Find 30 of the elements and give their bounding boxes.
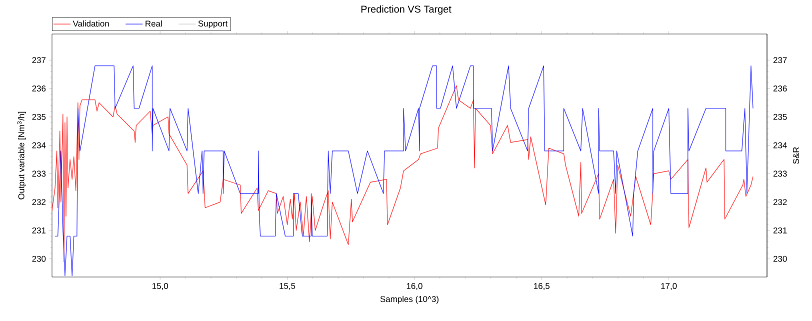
legend-label: Support bbox=[198, 20, 228, 28]
y2-tick-label: 233 bbox=[773, 170, 787, 177]
line-series bbox=[52, 85, 754, 262]
chart-title: Prediction VS Target bbox=[361, 5, 452, 15]
x-tick-label: 16,5 bbox=[534, 283, 550, 290]
y2-tick-label: 237 bbox=[773, 57, 787, 64]
y2-axis-title: S&R bbox=[793, 147, 800, 164]
y2-tick-label: 234 bbox=[773, 142, 787, 148]
y-tick-label: 234 bbox=[32, 142, 46, 148]
y2-tick-label: 232 bbox=[773, 199, 787, 206]
y2-tick-label: 236 bbox=[773, 86, 787, 92]
y2-tick-label: 235 bbox=[773, 114, 787, 120]
x-tick-label: 16,0 bbox=[406, 283, 422, 290]
y-tick-label: 235 bbox=[32, 114, 46, 120]
y2-tick-label: 231 bbox=[773, 227, 787, 234]
y-tick-label: 232 bbox=[32, 199, 46, 206]
y-tick-label: 236 bbox=[32, 86, 46, 92]
y-axis-title: Output variable [Nm$^{3}$/h] bbox=[17, 112, 26, 200]
legend-label: Validation bbox=[72, 20, 109, 27]
line-series bbox=[54, 65, 754, 276]
y-tick-label: 237 bbox=[32, 57, 46, 64]
x-tick-label: 15,5 bbox=[280, 283, 296, 290]
legend-label: Real bbox=[146, 20, 162, 27]
y-tick-label: 231 bbox=[32, 227, 46, 234]
x-tick-label: 15,0 bbox=[152, 283, 168, 290]
x-tick-label: 17,0 bbox=[661, 283, 677, 290]
y-tick-label: 230 bbox=[32, 256, 46, 262]
y2-tick-label: 230 bbox=[773, 256, 787, 262]
y-tick-label: 233 bbox=[32, 170, 46, 177]
x-axis-title: Samples (10^3) bbox=[380, 296, 438, 304]
